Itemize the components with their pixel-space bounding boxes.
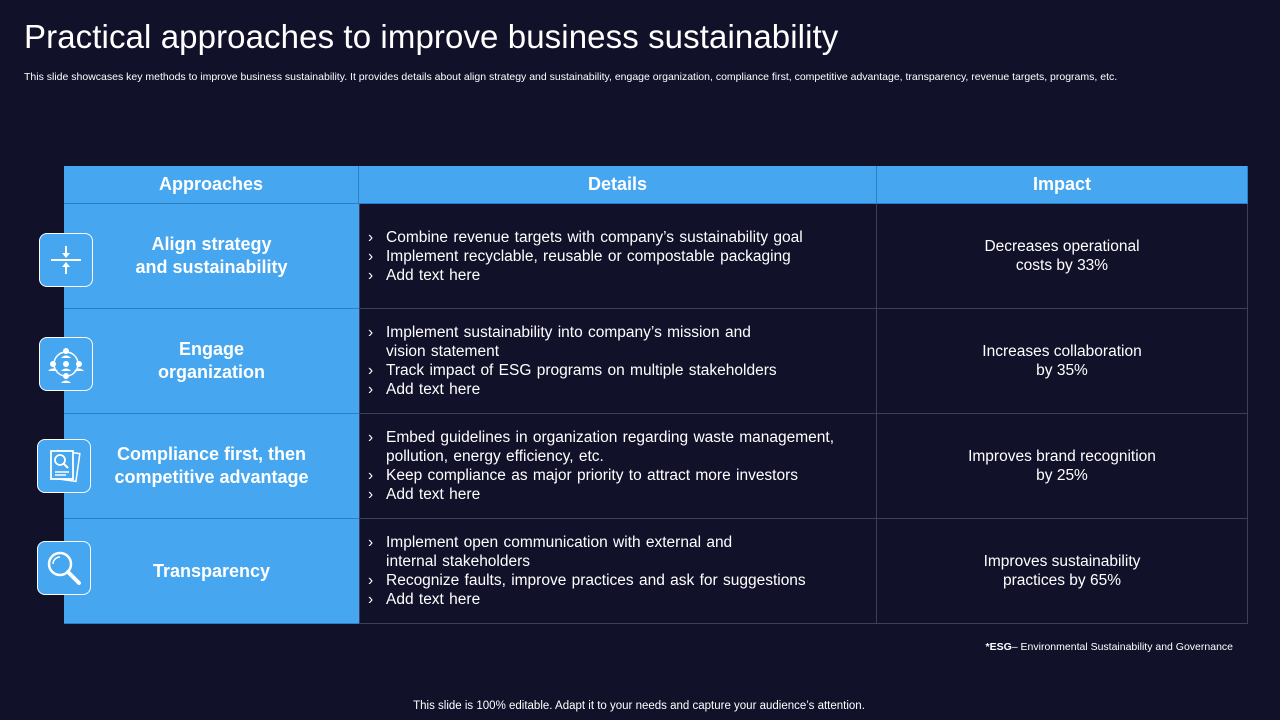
list-item: › Implement recyclable, reusable or compo… — [368, 247, 876, 266]
magnifier-icon — [37, 541, 91, 595]
bullet-icon: › — [368, 324, 374, 341]
bullet-icon: › — [368, 429, 374, 446]
impact-cell: Decreases operational costs by 33% — [877, 204, 1248, 309]
detail-text: Implement open communication with extern… — [386, 534, 733, 570]
impact-text: Increases collaboration — [982, 343, 1142, 360]
impact-text: practices by 65% — [1002, 572, 1121, 589]
impact-cell: Improves sustainability practices by 65% — [877, 519, 1248, 624]
list-item: › Keep compliance as major priority to at… — [368, 466, 876, 485]
bullet-icon: › — [368, 381, 374, 398]
impact-text: Improves brand recognition — [968, 448, 1156, 465]
impact-text: Improves sustainability — [983, 553, 1141, 570]
approach-label: Transparency — [152, 560, 271, 581]
table-row: Transparency › Implement open communicati… — [64, 519, 1248, 624]
footnote-abbr: *ESG — [985, 641, 1012, 653]
approaches-table: Approaches Details Impact Align strategy… — [64, 166, 1248, 624]
footer-note: This slide is 100% editable. Adapt it to… — [413, 700, 865, 712]
bullet-icon: › — [368, 534, 374, 551]
header-impact: Impact — [877, 166, 1248, 204]
table-header-row: Approaches Details Impact — [64, 166, 1248, 204]
impact-cell: Increases collaboration by 35% — [877, 309, 1248, 414]
list-item: › Track impact of ESG programs on multipl… — [368, 361, 876, 380]
bullet-icon: › — [368, 467, 374, 484]
list-item: › Implement open communication with exter… — [368, 533, 876, 571]
page-subtitle: This slide showcases key methods to impr… — [24, 71, 1118, 83]
approach-label: Compliance first, then — [116, 444, 307, 464]
table-row: Compliance first, then competitive advan… — [64, 414, 1248, 519]
table-row: Align strategy and sustainability › Combi… — [64, 204, 1248, 309]
approach-label: Engage — [178, 339, 244, 359]
approach-cell: Compliance first, then competitive advan… — [64, 414, 359, 519]
bullet-icon: › — [368, 266, 374, 284]
impact-text: costs by 33% — [1015, 257, 1109, 274]
details-cell: › Embed guidelines in organization regard… — [359, 414, 877, 519]
bullet-icon: › — [368, 247, 374, 265]
details-cell: › Combine revenue targets with company’s … — [359, 204, 877, 309]
esg-footnote: *ESG– Environmental Sustainability and G… — [986, 641, 1233, 653]
detail-text: Add text here — [386, 381, 481, 398]
impact-text: by 25% — [1036, 467, 1088, 484]
list-item: › Add text here — [368, 485, 876, 504]
detail-text: Recognize faults, improve practices and … — [386, 572, 806, 589]
bullet-icon: › — [368, 228, 374, 246]
details-cell: › Implement open communication with exter… — [359, 519, 877, 624]
detail-text: Combine revenue targets with company’s s… — [386, 228, 803, 246]
header-approaches: Approaches — [64, 166, 359, 204]
bullet-icon: › — [368, 591, 374, 608]
list-item: › Recognize faults, improve practices and… — [368, 571, 876, 590]
bullet-icon: › — [368, 486, 374, 503]
list-item: › Implement sustainability into company’s… — [368, 323, 876, 361]
list-item: › Add text here — [368, 590, 876, 609]
table-row: Engage organization › Implement sustainab… — [64, 309, 1248, 414]
detail-text: Add text here — [386, 266, 481, 284]
detail-text: Implement recyclable, reusable or compos… — [386, 247, 791, 265]
detail-text: Implement sustainability into company’s … — [386, 324, 751, 360]
approach-label: organization — [158, 362, 265, 382]
detail-text: Add text here — [386, 486, 481, 503]
list-item: › Combine revenue targets with company’s … — [368, 228, 876, 247]
approach-label: and sustainability — [135, 257, 288, 277]
detail-text: Add text here — [386, 591, 481, 608]
details-cell: › Implement sustainability into company’s… — [359, 309, 877, 414]
bullet-icon: › — [368, 572, 374, 589]
people-network-icon — [39, 337, 93, 391]
approach-cell: Engage organization — [64, 309, 359, 414]
list-item: › Embed guidelines in organization regard… — [368, 428, 876, 466]
impact-cell: Improves brand recognition by 25% — [877, 414, 1248, 519]
list-item: › Add text here — [368, 380, 876, 399]
detail-text: Track impact of ESG programs on multiple… — [386, 362, 777, 379]
approach-label: Align strategy — [151, 234, 272, 254]
header-details: Details — [359, 166, 877, 204]
approach-label: competitive advantage — [114, 467, 309, 487]
align-arrows-icon — [39, 233, 93, 287]
document-search-icon — [37, 439, 91, 493]
bullet-icon: › — [368, 362, 374, 379]
impact-text: Decreases operational — [984, 238, 1140, 255]
page-title: Practical approaches to improve business… — [24, 18, 839, 55]
approach-cell: Align strategy and sustainability — [64, 204, 359, 309]
footnote-text: – Environmental Sustainability and Gover… — [1011, 641, 1233, 653]
detail-text: Embed guidelines in organization regardi… — [386, 429, 835, 465]
approach-cell: Transparency — [64, 519, 359, 624]
impact-text: by 35% — [1036, 362, 1088, 379]
detail-text: Keep compliance as major priority to att… — [386, 467, 799, 484]
list-item: › Add text here — [368, 266, 876, 285]
